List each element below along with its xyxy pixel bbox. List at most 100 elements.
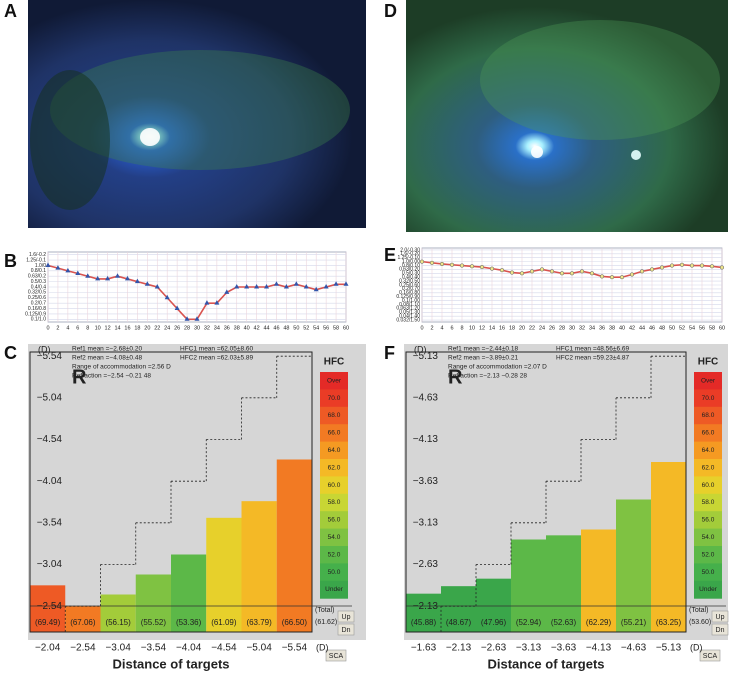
legend-label: 64.0 [328,447,341,454]
button[interactable] [337,623,355,636]
marker [439,261,445,267]
button-label[interactable]: Dn [342,627,351,634]
button-label[interactable]: Dn [716,627,725,634]
marker [184,316,190,321]
marker [134,278,140,284]
stat-text: Ref1 mean =−2.68±0.20 [72,346,142,353]
y-tick-label: 0.32/0.50 [399,278,420,284]
marker [469,264,475,269]
marker [254,284,260,289]
marker [95,275,101,281]
legend-swatch [320,493,348,512]
legend-label: 58.0 [702,499,715,506]
x-tick-label: 0 [46,325,49,331]
y-tick-label: 0.25/0.6 [28,295,46,301]
x-tick-label: 16 [499,325,505,331]
legend-swatch [694,406,722,425]
y-tick-label: 1.0/0.00 [402,259,420,265]
x-tick-label: 34 [589,325,595,331]
button-label[interactable]: SCA [703,653,718,660]
marker [293,281,299,286]
legend-swatch [320,441,348,460]
panel-label: E [384,245,396,265]
x-tick-label: 58 [709,325,715,331]
button[interactable] [699,649,721,662]
y-tick-label: 0.05/1.30 [399,310,420,316]
total-value: (61.62) [315,619,337,626]
legend-label: Under [699,586,718,593]
marker [619,275,625,280]
marker [283,284,289,289]
x-tick-label: −3.04 [105,643,131,654]
marker [709,264,715,269]
legend-swatch [320,406,348,425]
x-tick-label: 14 [114,325,120,331]
y-tick-label: 0.04/1.40 [399,313,420,319]
button-label[interactable]: SCA [329,653,344,660]
x-tick-label: 56 [699,325,705,331]
stat-text: Refraction =−2.54 −0.21 48 [72,373,151,380]
hfc-bar [476,578,511,632]
total-value: (53.60) [689,619,711,626]
x-tick-label: −2.54 [70,643,96,654]
button[interactable] [711,623,729,636]
marker [333,281,339,286]
plot-clip [406,355,686,632]
legend-label: 54.0 [702,534,715,541]
legend-swatch [694,563,722,582]
marker [519,271,525,276]
legend-label: 66.0 [328,430,341,437]
panel-label: F [384,343,395,363]
legend-swatch [320,389,348,408]
x-tick-label: −2.13 [446,643,472,654]
legend-swatch [694,493,722,512]
legend-label: 56.0 [702,517,715,524]
marker [273,281,279,286]
marker [549,269,555,274]
x-tick-label: 50 [669,325,675,331]
hfc-label: (63.79) [246,618,272,627]
y-tick-label: 0.63/0.2 [28,274,46,280]
legend-label: 50.0 [328,569,341,576]
y-tick-label: −5.54 [37,351,63,362]
x-tick-label: 38 [234,325,240,331]
marker [115,273,121,278]
legend-swatch [320,563,348,582]
button-label[interactable]: Up [716,614,725,621]
hfc-label: (47.96) [481,618,507,627]
button[interactable] [711,610,729,623]
marker [124,275,130,281]
x-tick-label: −4.63 [621,643,647,654]
button-label[interactable]: Up [342,614,351,621]
button[interactable] [337,610,355,623]
hfc-bar [241,501,277,632]
x-unit: (D) [316,642,329,652]
legend-title: HFC [698,357,719,368]
stat-text: Range of accommodation =2.07 D [448,364,547,371]
legend-swatch [694,372,722,390]
marker [669,263,675,268]
hfc-label: (52.63) [551,618,577,627]
legend-swatch [694,580,722,599]
x-tick-label: 10 [469,325,475,331]
x-tick-label: −5.13 [656,643,682,654]
legend-swatch [694,424,722,443]
y-tick-label: −2.63 [413,559,439,570]
y-tick-label: 0.08/1.10 [399,302,420,308]
legend-swatch [320,511,348,530]
y-unit: (D) [414,344,427,354]
x-tick-label: 54 [313,325,319,331]
hfc-label: (62.29) [586,618,612,627]
panel-label: D [384,1,397,21]
x-tick-label: 32 [204,325,210,331]
y-tick-label: 1.25/-0.10 [397,255,420,261]
x-tick-label: 20 [519,325,525,331]
legend-swatch [320,476,348,495]
hfc-bar [651,462,686,632]
hfc-bar [276,459,312,632]
y-tick-label: 1.6/-0.20 [400,251,420,257]
button[interactable] [325,649,347,662]
x-tick-label: 20 [144,325,150,331]
hfc-bar [65,606,101,632]
